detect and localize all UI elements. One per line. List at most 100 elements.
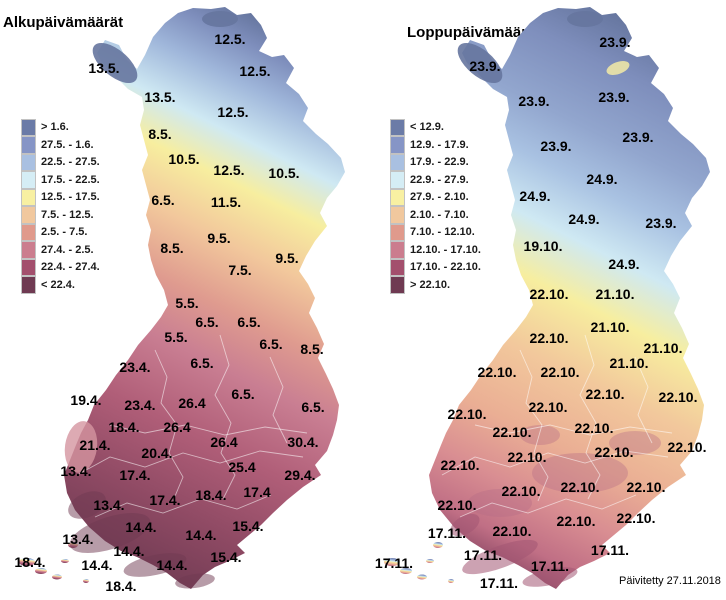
map-date-label: 20.4. bbox=[141, 445, 173, 461]
map-date-label: 17.11. bbox=[479, 575, 519, 591]
legend-color-swatch bbox=[390, 276, 405, 294]
map-date-label: 26.4 bbox=[210, 434, 238, 450]
map-date-label: 8.5. bbox=[148, 126, 172, 142]
region-border-line bbox=[214, 334, 236, 500]
map-date-label: 22.10. bbox=[492, 523, 532, 539]
map-date-label: 19.10. bbox=[523, 238, 563, 254]
right-map-finland bbox=[384, 7, 710, 589]
legend-color-swatch bbox=[21, 206, 36, 224]
legend-row: 27.5. - 1.6. bbox=[21, 136, 100, 155]
terrain-patch bbox=[457, 42, 503, 84]
map-date-label: 19.4. bbox=[70, 392, 102, 408]
terrain-patch bbox=[609, 431, 661, 455]
archipelago-island bbox=[400, 568, 412, 574]
legend-range-label: 27.4. - 2.5. bbox=[41, 243, 94, 256]
legend-color-swatch bbox=[390, 188, 405, 206]
legend-color-swatch bbox=[390, 223, 405, 241]
map-date-label: 9.5. bbox=[275, 250, 299, 266]
archipelago-island bbox=[35, 568, 47, 574]
archipelago-island bbox=[384, 558, 400, 566]
map-date-label: 12.5. bbox=[214, 31, 246, 47]
map-date-label: 14.4. bbox=[185, 527, 217, 543]
legend-color-swatch bbox=[21, 153, 36, 171]
map-date-label: 17.11. bbox=[590, 542, 630, 558]
map-date-label: 17.4 bbox=[243, 484, 271, 500]
legend-row: 2.5. - 7.5. bbox=[21, 223, 100, 242]
legend-color-swatch bbox=[21, 188, 36, 206]
map-date-label: 15.4. bbox=[210, 549, 242, 565]
archipelago-island bbox=[433, 542, 443, 548]
map-date-label: 22.10. bbox=[616, 510, 656, 526]
right-map-title: Loppupäivämäärät bbox=[407, 24, 541, 41]
legend-row: 17.5. - 22.5. bbox=[21, 171, 100, 190]
map-date-label: 14.4. bbox=[113, 543, 145, 559]
map-date-label: 21.10. bbox=[643, 340, 683, 356]
legend-row: 12.5. - 17.5. bbox=[21, 188, 100, 207]
archipelago-island bbox=[19, 558, 35, 566]
legend-range-label: 12.9. - 17.9. bbox=[410, 138, 469, 151]
map-date-label: 21.10. bbox=[595, 286, 635, 302]
map-date-label: 21.4. bbox=[79, 437, 111, 453]
legend-color-swatch bbox=[21, 171, 36, 189]
legend-range-label: 2.5. - 7.5. bbox=[41, 226, 88, 238]
map-date-label: 22.10. bbox=[560, 479, 600, 495]
legend-range-label: 12.5. - 17.5. bbox=[41, 191, 100, 203]
region-border-line bbox=[94, 494, 272, 518]
map-date-label: 22.10. bbox=[529, 330, 569, 346]
map-date-label: 14.4. bbox=[156, 557, 188, 573]
legend-range-label: 27.9. - 2.10. bbox=[410, 191, 469, 203]
legend-range-label: 17.10. - 22.10. bbox=[410, 261, 481, 273]
archipelago-island bbox=[83, 579, 89, 583]
region-border-line bbox=[154, 349, 184, 502]
legend-range-label: 27.5. - 1.6. bbox=[41, 138, 94, 151]
map-date-label: 5.5. bbox=[175, 295, 199, 311]
map-date-label: 23.4. bbox=[119, 359, 151, 375]
map-date-label: 22.10. bbox=[501, 483, 541, 499]
legend-color-swatch bbox=[390, 153, 405, 171]
map-date-label: 17.11. bbox=[374, 555, 414, 571]
legend-range-label: 2.10. - 7.10. bbox=[410, 208, 469, 221]
map-date-label: 13.5. bbox=[144, 89, 176, 105]
map-date-label: 22.10. bbox=[574, 420, 614, 436]
legend-color-swatch bbox=[390, 171, 405, 189]
terrain-patch bbox=[68, 491, 106, 519]
legend-row: < 22.4. bbox=[21, 276, 100, 295]
legend-range-label: 22.9. - 27.9. bbox=[410, 173, 469, 186]
terrain-patch bbox=[202, 11, 238, 27]
map-date-label: 13.4. bbox=[93, 497, 125, 513]
map-date-label: 22.10. bbox=[477, 364, 517, 380]
map-date-label: 9.5. bbox=[207, 230, 231, 246]
map-date-label: 12.5. bbox=[217, 104, 249, 120]
region-border-line bbox=[269, 356, 288, 444]
archipelago-island bbox=[448, 579, 454, 583]
map-date-label: 14.4. bbox=[125, 519, 157, 535]
legend-color-swatch bbox=[21, 241, 36, 259]
legend-row: 22.4. - 27.4. bbox=[21, 258, 100, 277]
archipelago-island bbox=[52, 574, 62, 580]
map-date-label: 23.4. bbox=[124, 397, 156, 413]
map-date-label: 5.5. bbox=[164, 329, 188, 345]
map-date-label: 26.4 bbox=[163, 419, 191, 435]
map-date-label: 22.10. bbox=[437, 497, 477, 513]
map-date-label: 14.4. bbox=[81, 557, 113, 573]
legend-color-swatch bbox=[21, 258, 36, 276]
legend-range-label: > 22.10. bbox=[410, 278, 451, 291]
legend-color-swatch bbox=[21, 136, 36, 154]
legend-range-label: 22.4. - 27.4. bbox=[41, 261, 100, 273]
legend-row: 17.9. - 22.9. bbox=[390, 153, 481, 172]
map-date-label: 15.4. bbox=[232, 518, 264, 534]
map-date-label: 17.4. bbox=[149, 492, 181, 508]
map-date-label: 17.4. bbox=[119, 467, 151, 483]
legend-range-label: < 12.9. bbox=[410, 121, 444, 133]
map-date-label: 22.10. bbox=[540, 364, 580, 380]
map-date-label: 12.5. bbox=[239, 63, 271, 79]
map-date-label: 18.4. bbox=[108, 419, 140, 435]
map-date-label: 22.10. bbox=[440, 457, 480, 473]
map-date-label: 24.9. bbox=[568, 211, 600, 227]
map-date-label: 24.9. bbox=[586, 171, 618, 187]
map-date-label: 18.4. bbox=[14, 554, 46, 570]
legend-range-label: 7.10. - 12.10. bbox=[410, 226, 475, 238]
map-date-label: 22.10. bbox=[594, 444, 634, 460]
map-date-label: 23.9. bbox=[599, 34, 631, 50]
legend-row: 2.10. - 7.10. bbox=[390, 206, 481, 225]
